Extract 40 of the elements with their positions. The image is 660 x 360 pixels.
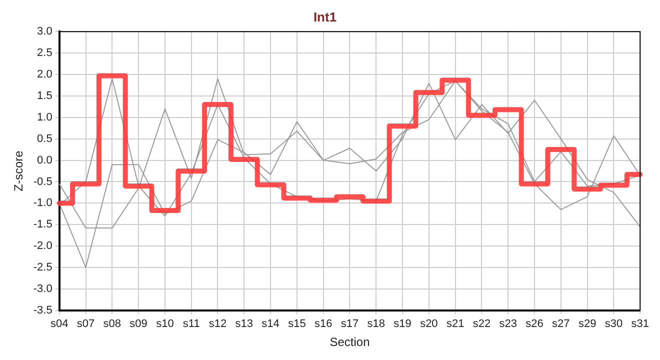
x-tick-label: s12	[208, 318, 227, 330]
chart-title: Int1	[313, 9, 337, 24]
x-tick-label: s04	[50, 318, 68, 330]
x-tick-label: s13	[235, 318, 254, 330]
x-tick-label: s08	[103, 318, 122, 330]
y-tick-label: 1.5	[37, 90, 52, 102]
x-tick-label: s16	[314, 318, 332, 330]
y-tick-label: 0.5	[37, 132, 52, 145]
y-tick-label: -2.5	[33, 262, 52, 274]
x-tick-label: s31	[631, 318, 650, 330]
x-tick-label: s09	[130, 318, 148, 330]
x-tick-label: s15	[288, 318, 306, 330]
x-tick-label: s07	[76, 318, 95, 330]
x-tick-label: s11	[182, 318, 200, 330]
y-tick-label: -2.0	[33, 240, 52, 252]
y-tick-label: 3.0	[37, 26, 52, 38]
x-tick-label: s30	[604, 318, 623, 330]
x-tick-label: s19	[394, 318, 412, 330]
x-tick-label: s23	[499, 318, 518, 330]
y-tick-label: -1.5	[33, 218, 52, 231]
y-tick-label: -1.0	[33, 197, 52, 210]
x-tick-label: s29	[578, 318, 596, 330]
y-tick-label: -3.0	[33, 282, 52, 295]
y-tick-label: 1.0	[37, 111, 52, 124]
x-tick-label: s17	[340, 318, 359, 330]
y-tick-label: -0.5	[33, 176, 52, 188]
x-tick-label: s26	[526, 318, 544, 330]
y-tick-label: 2.5	[37, 47, 52, 60]
x-tick-label: s22	[472, 318, 491, 330]
x-tick-label: s14	[262, 318, 280, 330]
x-tick-label: s10	[156, 318, 174, 330]
x-tick-label: s18	[367, 318, 386, 330]
y-tick-label: -3.5	[33, 304, 52, 316]
y-tick-label: 0.0	[37, 154, 52, 166]
y-tick-label: 2.0	[37, 68, 52, 81]
x-tick-label: s27	[552, 318, 570, 330]
x-tick-label: s21	[446, 318, 464, 330]
y-axis-title: Z-score	[12, 150, 26, 192]
x-tick-label: s20	[420, 318, 438, 330]
x-axis-title: Section	[330, 335, 370, 350]
